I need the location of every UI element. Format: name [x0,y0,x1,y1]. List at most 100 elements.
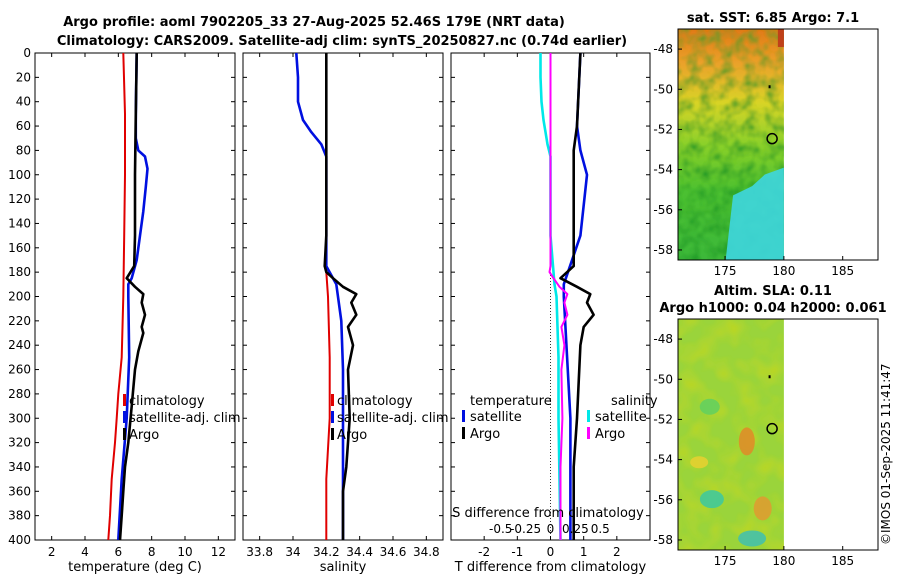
top-tick-label: 0.5 [591,522,610,536]
y-tick-label: 60 [16,119,31,133]
x-tick-label: 12 [211,545,226,559]
map-x-tick-label: 180 [772,554,795,568]
map-subtitle: Argo h1000: 0.04 h2000: 0.061 [659,301,886,316]
x-axis-label: T difference from climatology [454,560,647,575]
legend-label: Argo [129,428,159,443]
series-line-t-argo [559,52,595,540]
map-x-tick-label: 180 [772,264,795,278]
y-tick-label: 280 [8,387,31,401]
y-tick-label: 360 [8,484,31,498]
legend-label: satellite-adj. clim [337,411,449,426]
map-frame [677,28,879,261]
x-tick-label: 34.6 [380,545,407,559]
legend-label: satellite-adj. clim [129,411,241,426]
legend-swatch [587,410,590,422]
legend-swatch [331,428,334,440]
top-tick-label: 0.25 [562,522,589,536]
sla-blob [699,490,724,509]
top-tick-label: 0 [547,522,555,536]
legend-label: Argo [470,427,500,442]
x-tick-label: 2 [613,545,621,559]
legend-label: climatology [129,394,205,409]
figure-title-line2: Climatology: CARS2009. Satellite-adj cli… [57,34,627,49]
legend-swatch [462,410,465,422]
difference-profile-panel: -2 -1 0 1 2T difference from climatology temp… [450,52,658,575]
legend-label: satellite [595,410,647,425]
legend-swatch [331,411,334,423]
x-tick-label: 33.8 [246,545,273,559]
y-tick-label: 300 [8,411,31,425]
x-tick-label: 6 [115,545,123,559]
island-marker [768,375,771,379]
x-tick-label: 0 [547,545,555,559]
x-tick-label: 1 [580,545,588,559]
map-title: Altim. SLA: 0.11 [714,284,832,299]
legend-swatch [123,394,126,406]
y-tick-label: 180 [8,265,31,279]
map-y-tick-label: -54 [653,163,673,177]
temperature-profile-panel: 0 20 40 60 80 100 120 140 160 180 200 220 240 260 280 3… [8,46,241,575]
sla-blob [690,456,709,469]
legend-label: Argo [337,428,367,443]
y-tick-label: 260 [8,363,31,377]
y-tick-label: 320 [8,436,31,450]
map-heatmap [678,319,784,550]
legend-swatch [587,427,590,439]
x-tick-label: 34.2 [313,545,340,559]
legend-label: satellite [470,410,522,425]
series-line-s-argo [548,53,569,540]
legend-swatch [462,427,465,439]
y-tick-label: 100 [8,168,31,182]
map-y-tick-label: -58 [653,243,673,257]
sla-map-panel: Altim. SLA: 0.11 Argo h1000: 0.04 h2000: … [653,284,886,568]
x-tick-label: 34 [285,545,300,559]
y-tick-label: 240 [8,338,31,352]
map-y-tick-label: -54 [653,453,673,467]
series-line-argo [118,52,147,541]
top-axis-label: S difference from climatology [452,506,644,521]
top-tick-label: -0.25 [510,522,541,536]
sla-blob [753,496,772,521]
figure-title-line1: Argo profile: aoml 7902205_33 27-Aug-202… [63,15,565,30]
y-tick-label: 140 [8,216,31,230]
y-tick-label: 380 [8,509,31,523]
legend-title-temperature: temperature [470,394,552,409]
map-title: sat. SST: 6.85 Argo: 7.1 [687,11,859,26]
timestamp-label: ©IMOS 01-Sep-2025 11:41:47 [879,363,893,545]
sst-map-panel: sat. SST: 6.85 Argo: 7.1 175 180 185 -48 -50 -… [653,11,879,278]
map-y-tick-label: -52 [653,412,673,426]
x-tick-label: 8 [148,545,156,559]
series-line-climatology [107,52,126,541]
map-x-tick-label: 175 [714,264,737,278]
map-x-tick-label: 175 [714,554,737,568]
map-frame [677,318,879,551]
x-tick-label: 2 [48,545,56,559]
map-heatmap [678,29,784,260]
series-line-satellite-adj-clim [117,52,149,541]
x-tick-label: 34.4 [346,545,373,559]
x-axis-label: temperature (deg C) [68,560,202,575]
x-tick-label: 10 [177,545,192,559]
y-tick-label: 20 [16,70,31,84]
x-tick-label: 34.8 [413,545,440,559]
legend-title-salinity: salinity [611,394,658,409]
x-tick-label: 4 [81,545,89,559]
cold-water-patch [725,167,784,260]
y-tick-label: 40 [16,95,31,109]
y-tick-label: 340 [8,460,31,474]
island-marker [768,85,771,89]
sla-blob [738,427,755,456]
x-tick-label: -1 [511,545,523,559]
series-line-argo [323,53,358,540]
y-tick-label: 200 [8,290,31,304]
y-tick-label: 0 [23,46,31,60]
x-tick-label: -2 [478,545,490,559]
argo-position-marker [766,132,778,145]
map-x-tick-label: 185 [831,554,854,568]
top-tick-label: -0.5 [489,522,512,536]
warm-pixel [777,29,784,47]
y-tick-label: 160 [8,241,31,255]
map-y-tick-label: -50 [653,82,673,96]
y-tick-label: 220 [8,314,31,328]
legend-swatch [331,394,334,406]
